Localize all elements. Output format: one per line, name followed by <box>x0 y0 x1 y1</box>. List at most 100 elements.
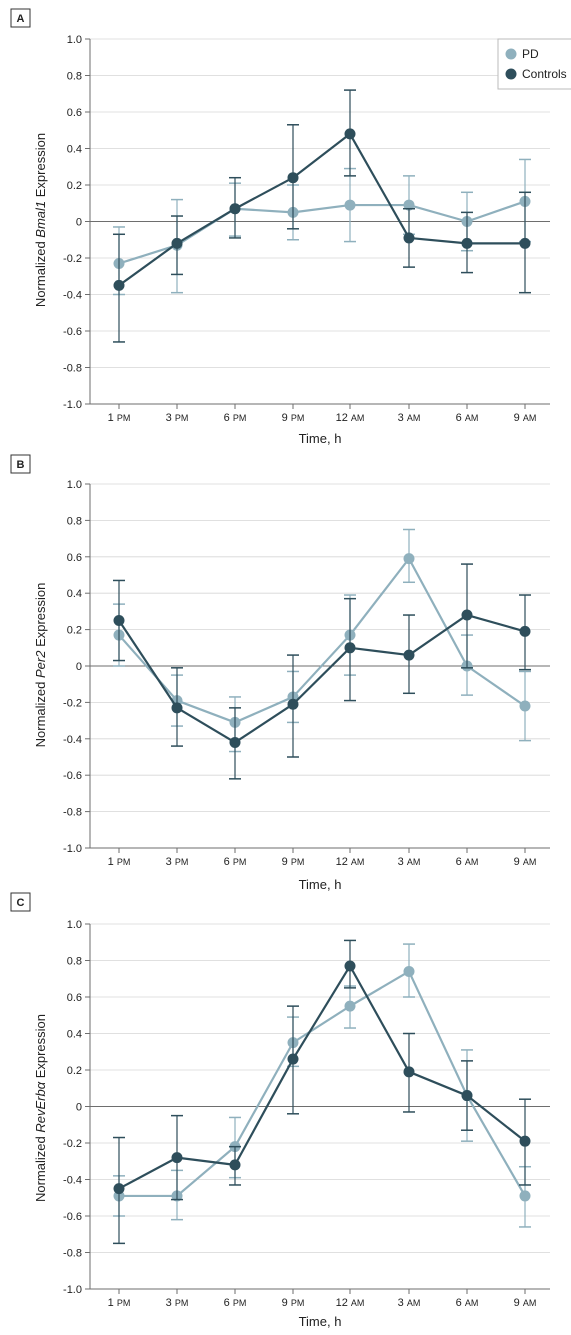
panel-c-controls-point <box>287 1053 299 1065</box>
panel-c-controls-point <box>403 1066 415 1078</box>
panel-a-x-tick-label: 12 AM <box>336 412 365 424</box>
panel-a-y-tick-label: 0.4 <box>67 144 82 156</box>
panel-c-y-tick-label: -0.4 <box>63 1175 82 1187</box>
panel-a-pd-point <box>403 199 415 211</box>
panel-c-controls-point <box>113 1183 125 1195</box>
panel-b-x-tick-label: 12 AM <box>336 856 365 868</box>
panel-c-x-tick-label: 3 AM <box>398 1297 421 1309</box>
panel-c-controls-point <box>229 1159 241 1171</box>
panel-c-y-tick-label: -0.2 <box>63 1138 82 1150</box>
panel-a-y-tick-label: 1.0 <box>67 34 82 46</box>
panel-b-pd-series-line <box>118 557 526 724</box>
panel-c-controls-point <box>519 1135 531 1147</box>
panel-b-x-tick-label: 3 AM <box>398 856 421 868</box>
panel-c-x-tick-label: 6 AM <box>456 1297 479 1309</box>
panel-a-y-tick-label: -0.4 <box>63 290 82 302</box>
panel-a-x-axis-title: Time, h <box>299 431 342 446</box>
panel-b-controls-series-line <box>118 613 526 744</box>
panel-a-y-tick-label: -0.2 <box>63 253 82 265</box>
panel-a-y-tick-label: 0.8 <box>67 71 82 83</box>
panel-b-y-tick-label: -0.4 <box>63 734 82 746</box>
panel-c-controls-point <box>461 1090 473 1102</box>
panel-c-x-tick-label: 3 PM <box>166 1297 189 1309</box>
legend: PD Controls <box>497 38 571 90</box>
panel-a-x-tick-label: 6 AM <box>456 412 479 424</box>
panel-b-controls-point <box>344 642 356 654</box>
panel-b-letter: B <box>17 459 25 471</box>
panel-a-controls-point <box>229 203 241 215</box>
panel-a-y-tick-label: -0.6 <box>63 326 82 338</box>
panel-c-y-tick-label: 1.0 <box>67 919 82 931</box>
panel-c-y-tick-label: -0.6 <box>63 1211 82 1223</box>
panel-b-controls-point <box>461 609 473 621</box>
panel-b-y-tick-label: -0.2 <box>63 697 82 709</box>
panel-b-x-tick-label: 9 PM <box>282 856 305 868</box>
panel-b-y-tick-label: 0.4 <box>67 588 82 600</box>
panel-a-controls-point <box>344 128 356 140</box>
panel-b-x-tick-label: 1 PM <box>108 856 131 868</box>
panel-c-x-tick-label: 9 AM <box>514 1297 537 1309</box>
panel-b-y-axis-title: Normalized Per2 Expression <box>33 583 48 748</box>
panel-b-controls-point <box>171 702 183 714</box>
panel-b-y-tick-label: -0.6 <box>63 770 82 782</box>
panel-b-x-axis-title: Time, h <box>299 877 342 892</box>
panel-b-y-tick-label: -1.0 <box>63 843 82 855</box>
panel-c-y-tick-label: 0.6 <box>67 992 82 1004</box>
panel-a-y-tick-label: 0.2 <box>67 180 82 192</box>
panel-c-y-tick-label: 0.2 <box>67 1065 82 1077</box>
panel-a-controls-point <box>171 237 183 249</box>
panel-a-y-tick-label: 0 <box>76 217 82 229</box>
panel-c-pd-point <box>519 1190 531 1202</box>
panel-c-y-axis-title: Normalized RevErbα Expression <box>33 1014 48 1202</box>
panel-a-y-tick-label: 0.6 <box>67 107 82 119</box>
panel-c-controls-series-line <box>118 964 526 1190</box>
panel-a-controls-point <box>461 237 473 249</box>
panel-c-y-tick-label: 0 <box>76 1102 82 1114</box>
panel-b-label-box <box>10 454 31 474</box>
panel-c-letter: C <box>17 897 25 909</box>
panel-a-controls-point <box>403 232 415 244</box>
legend-marker-controls <box>505 68 517 80</box>
panel-c-pd-series-line <box>119 970 526 1198</box>
panel-b-controls-point <box>229 736 241 748</box>
panel-b-y-tick-label: 1.0 <box>67 479 82 491</box>
panel-c-controls-point <box>344 960 356 972</box>
panel-b-controls-point <box>287 698 299 710</box>
panel-b-y-tick-label: 0.6 <box>67 552 82 564</box>
panel-a-x-tick-label: 6 PM <box>224 412 247 424</box>
panel-b-controls-point <box>519 625 531 637</box>
panel-a-controls-point <box>519 237 531 249</box>
panel-a-x-tick-label: 3 AM <box>398 412 421 424</box>
panel-a-y-tick-label: -1.0 <box>63 399 82 411</box>
legend-label-controls: Controls <box>522 67 567 81</box>
panel-a-chart: A Normalized Bmal1 Expression Time, h 1.… <box>10 8 550 446</box>
panel-a-x-tick-label: 3 PM <box>166 412 189 424</box>
panel-a-pd-series-line <box>118 200 526 265</box>
panel-a-x-tick-label: 1 PM <box>108 412 131 424</box>
panel-a-x-tick-label: 9 AM <box>514 412 537 424</box>
panel-b-x-tick-label: 6 PM <box>224 856 247 868</box>
panel-a-y-tick-label: -0.8 <box>63 363 82 375</box>
panel-b-x-tick-label: 9 AM <box>514 856 537 868</box>
legend-label-pd: PD <box>522 47 539 61</box>
panel-c-x-axis-title: Time, h <box>299 1314 342 1329</box>
panel-c-label-box <box>10 892 31 912</box>
panel-c-y-tick-label: 0.4 <box>67 1029 82 1041</box>
panel-c-pd-point <box>403 965 415 977</box>
panel-b-y-tick-label: -0.8 <box>63 807 82 819</box>
panel-a-controls-series-line <box>118 132 525 287</box>
panel-b-pd-point <box>403 553 415 565</box>
panel-c-y-tick-label: -0.8 <box>63 1248 82 1260</box>
panel-b-x-tick-label: 3 PM <box>166 856 189 868</box>
panel-c-y-tick-label: 0.8 <box>67 956 82 968</box>
panel-a-pd-point <box>344 199 356 211</box>
panel-a-label-box <box>10 8 31 28</box>
panel-c-x-tick-label: 9 PM <box>282 1297 305 1309</box>
legend-box <box>497 38 571 90</box>
panel-c-x-tick-label: 6 PM <box>224 1297 247 1309</box>
panel-a-controls-point <box>287 172 299 184</box>
panel-c-y-tick-label: -1.0 <box>63 1284 82 1296</box>
panel-b-y-tick-label: 0.2 <box>67 625 82 637</box>
panel-b-y-tick-label: 0.8 <box>67 515 82 527</box>
